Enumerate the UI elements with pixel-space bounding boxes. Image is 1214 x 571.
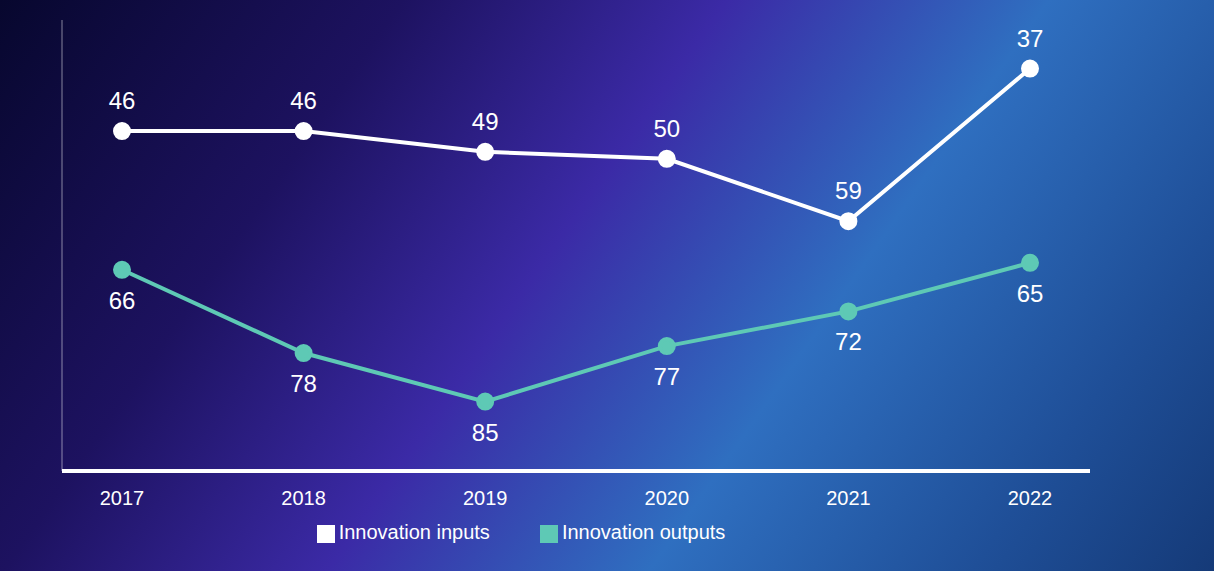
- svg-text:2022: 2022: [1008, 487, 1053, 509]
- svg-text:50: 50: [653, 115, 680, 142]
- svg-text:72: 72: [835, 328, 862, 355]
- html-text:Innovation outputs: Innovation outputs: [561, 521, 726, 543]
- svg-text:2018: 2018: [281, 487, 326, 509]
- svg-text:46: 46: [290, 87, 317, 114]
- svg-text:85: 85: [472, 419, 499, 446]
- html-text:Innovation inputs: Innovation inputs: [338, 521, 490, 543]
- svg-text:37: 37: [1017, 25, 1044, 52]
- svg-text:46: 46: [109, 87, 136, 114]
- svg-text:2017: 2017: [100, 487, 145, 509]
- svg-text:78: 78: [290, 370, 317, 397]
- svg-text:2019: 2019: [463, 487, 508, 509]
- svg-text:66: 66: [109, 287, 136, 314]
- svg-text:49: 49: [472, 108, 499, 135]
- svg-text:2021: 2021: [826, 487, 871, 509]
- svg-text:2020: 2020: [645, 487, 690, 509]
- svg-text:65: 65: [1017, 280, 1044, 307]
- svg-text:59: 59: [835, 177, 862, 204]
- svg-text:77: 77: [653, 363, 680, 390]
